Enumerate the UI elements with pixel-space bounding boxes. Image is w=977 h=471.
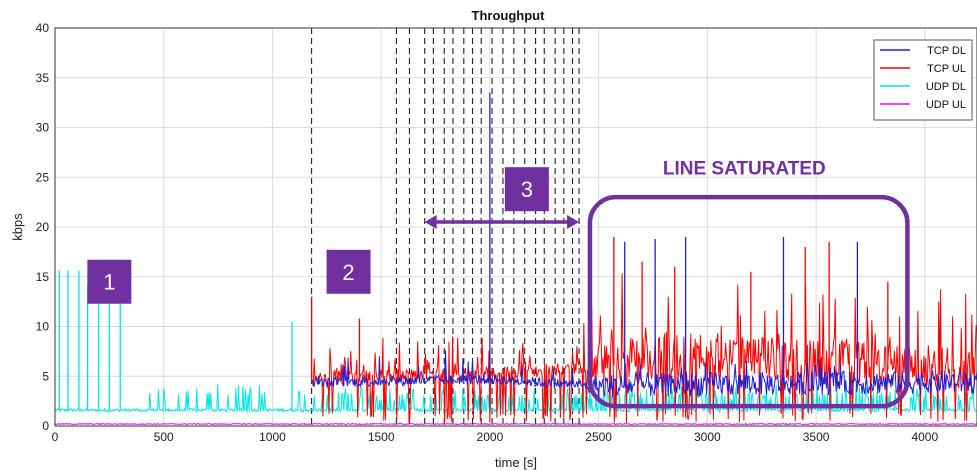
y-tick-label: 40: [36, 21, 50, 35]
series-line-udp-ul: [55, 422, 977, 426]
y-tick-label: 15: [36, 270, 50, 284]
y-axis-ticks: 0 5 10 15 20 25 30 35 40: [36, 21, 50, 433]
annotations: 1 2 3 LINE SATURATED: [87, 158, 910, 409]
phase-marker-label: 1: [103, 270, 115, 295]
arrow-head-left: [424, 215, 437, 230]
phase-marker-label: 2: [342, 260, 354, 285]
legend-label: TCP UL: [927, 63, 966, 75]
x-tick-label: 0: [52, 430, 59, 444]
series-line-udp-dl: [55, 384, 977, 414]
plot-frame: [54, 27, 977, 427]
x-tick-label: 2500: [585, 430, 612, 444]
x-axis-ticks: 0 500 1000 1500 2000 2500 3000 3500 4000: [52, 430, 939, 444]
x-tick-label: 500: [154, 430, 174, 444]
y-tick-label: 30: [36, 121, 50, 135]
x-tick-label: 4000: [911, 430, 938, 444]
legend: TCP DL TCP UL UDP DL UDP UL: [873, 39, 973, 121]
y-tick-label: 35: [36, 71, 50, 85]
y-tick-label: 10: [36, 320, 50, 334]
series-group: [55, 92, 977, 426]
phase-marker-box: [87, 259, 132, 304]
phase-marker-box: [326, 249, 371, 294]
chart-title: Throughput: [472, 8, 546, 23]
x-tick-label: 3000: [694, 430, 721, 444]
x-axis-label: time [s]: [495, 455, 537, 470]
x-tick-label: 1000: [259, 430, 286, 444]
x-tick-label: 3500: [803, 430, 830, 444]
y-tick-label: 25: [36, 170, 50, 184]
phase-marker-label: 3: [521, 177, 533, 202]
line-saturated-label: LINE SATURATED: [663, 158, 826, 179]
legend-label: UDP UL: [926, 99, 966, 111]
x-tick-label: 2000: [477, 430, 504, 444]
saturated-region-box: [587, 194, 910, 409]
legend-label: UDP DL: [926, 81, 966, 93]
x-tick-label: 1500: [368, 430, 395, 444]
y-tick-label: 20: [36, 220, 50, 234]
series-line-tcp-dl: [311, 350, 977, 398]
y-tick-label: 5: [42, 369, 49, 383]
arrow-head-right: [567, 215, 580, 230]
y-axis-label: kbps: [10, 213, 25, 241]
phase-marker-box: [504, 167, 549, 212]
legend-label: TCP DL: [927, 45, 966, 57]
legend-box: [873, 39, 973, 121]
y-tick-label: 0: [42, 419, 49, 433]
